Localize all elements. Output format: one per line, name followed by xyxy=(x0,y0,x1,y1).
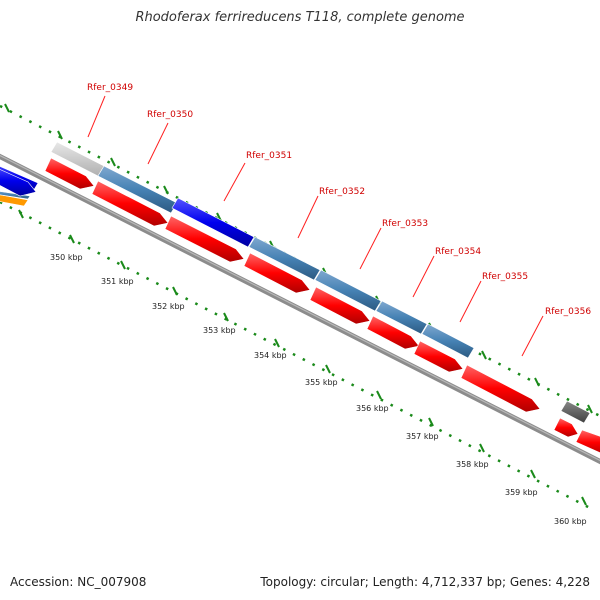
position-label: 353 kbp xyxy=(203,326,236,335)
inner-major-ticks xyxy=(18,209,587,506)
outer-major-ticks xyxy=(4,103,593,414)
feature-block[interactable] xyxy=(0,193,29,207)
position-label: 352 kbp xyxy=(152,302,185,311)
position-label: 354 kbp xyxy=(254,351,287,360)
feature-block[interactable] xyxy=(560,400,591,424)
gene-label[interactable]: Rfer_0350 xyxy=(147,110,193,120)
map-title: Rhodoferax ferrireducens T118, complete … xyxy=(135,10,465,25)
genome-backbone xyxy=(0,153,600,465)
position-label: 356 kbp xyxy=(356,404,389,413)
cds-arrow[interactable] xyxy=(243,252,311,294)
inner-tick-track xyxy=(0,200,591,510)
gene-label[interactable]: Rfer_0355 xyxy=(482,272,528,282)
feature-block[interactable] xyxy=(375,300,428,335)
position-label: 355 kbp xyxy=(305,378,338,387)
gene-label[interactable]: Rfer_0353 xyxy=(382,219,428,229)
position-label: 357 kbp xyxy=(406,432,439,441)
cds-arrow[interactable] xyxy=(575,429,600,455)
position-label: 360 kbp xyxy=(554,517,587,526)
cds-arrow[interactable] xyxy=(44,157,95,190)
feature-track xyxy=(0,141,591,424)
position-labels: 350 kbp 351 kbp 352 kbp 353 kbp 354 kbp … xyxy=(50,253,587,526)
cds-track xyxy=(0,157,600,455)
feature-block[interactable] xyxy=(421,323,475,359)
cds-arrow[interactable] xyxy=(553,417,579,438)
gene-label-leaders xyxy=(87,95,544,357)
genome-backbone-highlight xyxy=(0,154,600,462)
gene-labels: Rfer_0349 Rfer_0350 Rfer_0351 Rfer_0352 … xyxy=(87,83,591,317)
cds-arrow[interactable] xyxy=(366,315,420,350)
position-label: 350 kbp xyxy=(50,253,83,262)
position-label: 358 kbp xyxy=(456,460,489,469)
cds-arrow[interactable] xyxy=(413,340,464,373)
cds-arrow[interactable] xyxy=(0,165,37,197)
cds-arrow[interactable] xyxy=(91,180,169,227)
gene-label[interactable]: Rfer_0356 xyxy=(545,307,591,317)
gene-label[interactable]: Rfer_0352 xyxy=(319,187,365,197)
topology-text: Topology: circular; Length: 4,712,337 bp… xyxy=(260,575,590,589)
gene-label[interactable]: Rfer_0351 xyxy=(246,151,292,161)
gene-label[interactable]: Rfer_0349 xyxy=(87,83,133,93)
position-label: 359 kbp xyxy=(505,488,538,497)
cds-arrow[interactable] xyxy=(460,364,541,413)
feature-block[interactable] xyxy=(97,165,178,214)
feature-block[interactable] xyxy=(314,269,382,312)
outer-tick-track xyxy=(0,104,600,418)
cds-arrow[interactable] xyxy=(309,286,371,325)
accession-text: Accession: NC_007908 xyxy=(10,575,147,589)
feature-block[interactable] xyxy=(248,236,321,281)
feature-block[interactable] xyxy=(171,197,255,248)
cds-arrow[interactable] xyxy=(164,215,245,263)
gene-label[interactable]: Rfer_0354 xyxy=(435,247,481,257)
position-label: 351 kbp xyxy=(101,277,134,286)
